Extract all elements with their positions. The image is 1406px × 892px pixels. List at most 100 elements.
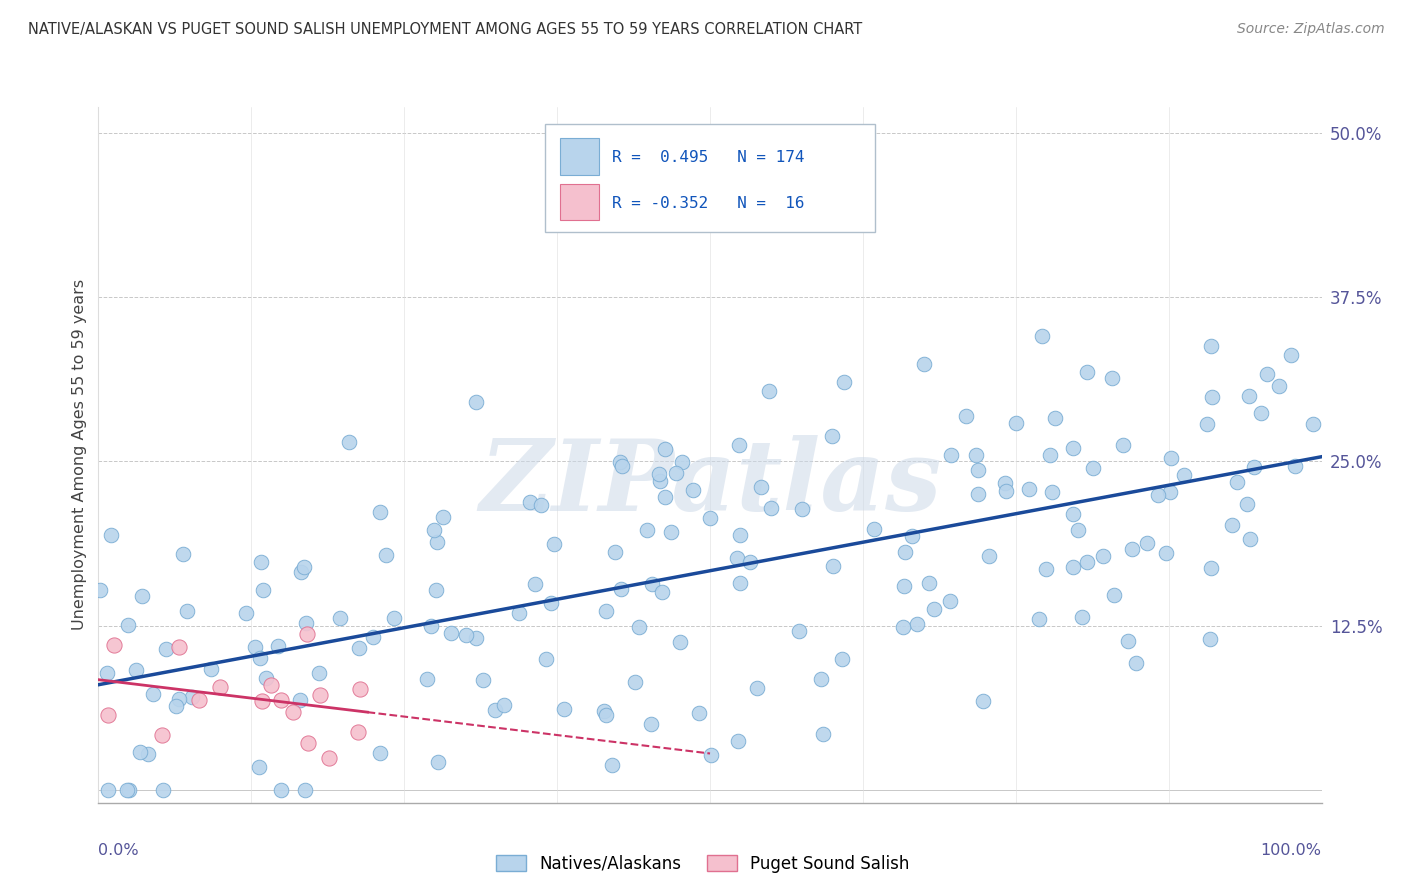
Point (1062, 507, 1084, 521)
Point (1045, 410, 1067, 425)
Point (1226, 475, 1249, 490)
Point (200, 662, 222, 676)
Point (534, 652, 557, 666)
Point (1121, 541, 1143, 556)
Point (623, 675, 645, 690)
FancyBboxPatch shape (546, 124, 875, 232)
Point (270, 782, 292, 797)
Point (318, 750, 340, 764)
Point (1201, 390, 1223, 404)
Point (994, 483, 1017, 498)
Point (1199, 632, 1222, 646)
Point (603, 544, 626, 558)
Point (1062, 560, 1084, 574)
Point (1160, 450, 1182, 465)
Text: 100.0%: 100.0% (1261, 843, 1322, 858)
Point (543, 537, 565, 551)
Point (1173, 467, 1195, 482)
Point (295, 627, 318, 641)
Legend: Natives/Alaskans, Puget Sound Salish: Natives/Alaskans, Puget Sound Salish (489, 848, 917, 880)
Point (1256, 367, 1278, 381)
Point (1199, 560, 1222, 574)
Point (1302, 417, 1324, 432)
Point (553, 702, 575, 716)
Point (519, 494, 541, 508)
Point (454, 628, 477, 642)
Point (727, 734, 749, 748)
Point (1220, 518, 1243, 533)
Point (641, 576, 664, 591)
Point (610, 582, 633, 596)
Point (349, 640, 371, 655)
Point (243, 640, 266, 655)
Text: R = -0.352   N =  16: R = -0.352 N = 16 (612, 195, 804, 211)
Point (922, 602, 945, 616)
Point (172, 547, 194, 561)
Point (1239, 532, 1261, 546)
Point (1125, 656, 1147, 670)
Point (252, 694, 274, 708)
Point (294, 616, 316, 631)
Point (727, 437, 749, 451)
Point (1101, 371, 1123, 385)
Point (270, 693, 292, 707)
Point (260, 678, 283, 692)
Point (416, 672, 439, 686)
Point (901, 529, 924, 543)
Point (361, 630, 384, 644)
Point (994, 475, 1017, 490)
Point (665, 466, 688, 480)
Point (595, 708, 617, 723)
Point (115, 782, 138, 797)
Point (893, 579, 915, 593)
Point (117, 618, 139, 632)
Point (939, 448, 962, 462)
Point (1035, 562, 1057, 576)
Point (440, 626, 463, 640)
Point (152, 782, 174, 797)
Point (124, 663, 146, 677)
Point (1147, 488, 1170, 502)
Point (368, 505, 391, 519)
Point (187, 693, 209, 707)
Point (308, 666, 330, 681)
Point (939, 594, 962, 608)
Point (100, 528, 122, 542)
Point (979, 549, 1001, 563)
Point (136, 747, 159, 762)
Point (745, 681, 768, 696)
Point (1236, 497, 1258, 511)
Point (891, 620, 914, 634)
Point (465, 631, 488, 645)
Point (654, 490, 676, 504)
Point (671, 455, 693, 469)
Point (249, 651, 271, 665)
Point (730, 575, 752, 590)
Point (337, 434, 360, 449)
Point (247, 759, 270, 773)
Point (1081, 461, 1104, 475)
Point (97, 707, 120, 722)
Point (294, 782, 316, 797)
Point (465, 395, 488, 409)
Point (309, 688, 332, 702)
Point (592, 704, 614, 718)
Point (471, 673, 494, 688)
Point (347, 724, 370, 739)
Point (699, 511, 721, 525)
Point (425, 583, 447, 598)
Point (97, 782, 120, 797)
Point (368, 747, 391, 761)
Point (1136, 536, 1159, 550)
Point (349, 682, 371, 697)
Point (1116, 633, 1139, 648)
Point (1279, 348, 1302, 362)
Point (290, 566, 312, 580)
Text: ZIPatlas: ZIPatlas (479, 434, 941, 531)
Point (1042, 485, 1064, 500)
Point (1076, 365, 1098, 379)
Point (142, 687, 165, 701)
Point (758, 384, 780, 398)
Point (530, 498, 553, 512)
Point (89, 583, 111, 598)
